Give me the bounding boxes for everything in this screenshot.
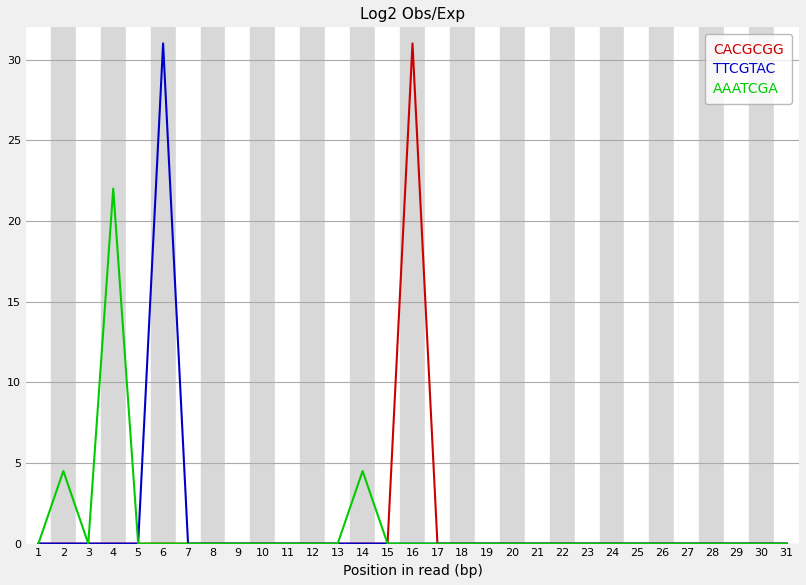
X-axis label: Position in read (bp): Position in read (bp) xyxy=(343,564,483,578)
Bar xyxy=(126,27,151,543)
Bar xyxy=(76,27,101,543)
Bar xyxy=(301,27,325,543)
Title: Log2 Obs/Exp: Log2 Obs/Exp xyxy=(360,7,465,22)
Bar xyxy=(276,27,301,543)
Bar xyxy=(201,27,226,543)
Bar xyxy=(251,27,276,543)
Bar xyxy=(749,27,774,543)
Bar xyxy=(101,27,126,543)
Bar xyxy=(51,27,76,543)
Bar xyxy=(400,27,425,543)
Bar xyxy=(151,27,176,543)
Bar xyxy=(575,27,600,543)
Bar xyxy=(600,27,625,543)
Bar xyxy=(675,27,700,543)
Bar xyxy=(725,27,749,543)
Bar xyxy=(176,27,201,543)
Bar xyxy=(625,27,650,543)
Bar xyxy=(350,27,375,543)
Legend: CACGCGG, TTCGTAC, AAATCGA: CACGCGG, TTCGTAC, AAATCGA xyxy=(704,34,792,104)
Bar xyxy=(375,27,400,543)
Bar xyxy=(475,27,500,543)
Bar xyxy=(450,27,475,543)
Bar xyxy=(26,27,51,543)
Bar xyxy=(226,27,251,543)
Bar xyxy=(650,27,675,543)
Bar xyxy=(700,27,725,543)
Bar xyxy=(550,27,575,543)
Bar xyxy=(500,27,525,543)
Bar xyxy=(425,27,450,543)
Bar xyxy=(525,27,550,543)
Bar xyxy=(774,27,799,543)
Bar xyxy=(325,27,350,543)
